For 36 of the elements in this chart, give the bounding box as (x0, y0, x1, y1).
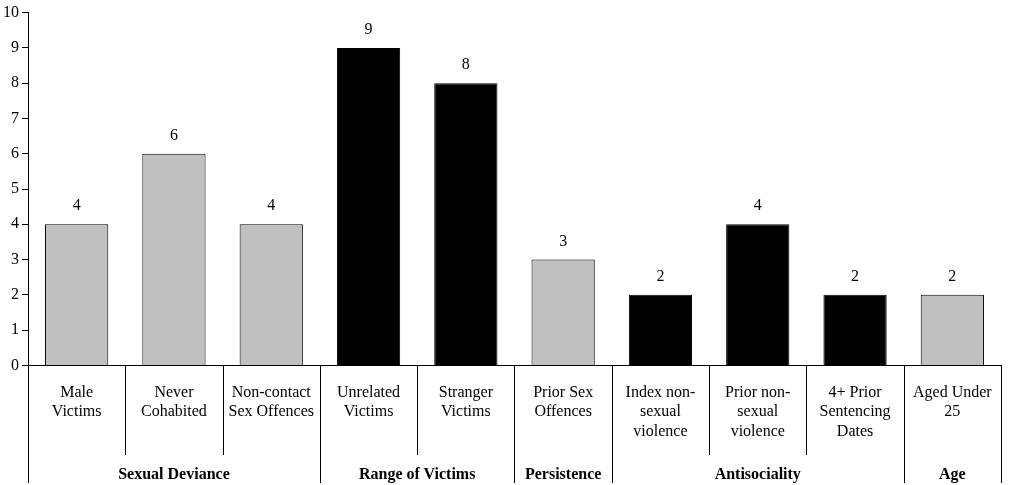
data-label: 4 (267, 196, 276, 214)
y-tick-label: 5 (11, 179, 19, 197)
y-tick-label: 4 (11, 214, 19, 232)
x-tick-label: 4+ Prior Sentencing Dates (819, 383, 891, 439)
y-tick-label: 9 (11, 38, 19, 56)
y-tick-label: 10 (3, 2, 19, 20)
data-label: 4 (753, 196, 762, 214)
y-tick-label: 6 (11, 143, 19, 161)
x-tick-label: Male Victims (51, 383, 102, 420)
text: Persistence (524, 465, 602, 482)
x-tick-label: Stranger Victims (438, 383, 494, 420)
y-tick-label: 1 (11, 320, 19, 338)
x-tick-label: Unrelated Victims (337, 383, 401, 420)
x-tick-label: Non-contact Sex Offences (228, 383, 314, 420)
text: Antisociality (714, 465, 801, 483)
data-label: 2 (656, 267, 665, 285)
x-tick-label: Prior non-sexual violence (725, 383, 791, 439)
text: Age (939, 465, 966, 483)
data-label: 8 (461, 55, 470, 73)
data-label: 4 (72, 196, 81, 214)
y-tick-label: 8 (11, 73, 19, 91)
y-tick-label: 7 (11, 108, 19, 126)
x-tick-label: Index non-sexual violence (625, 383, 696, 439)
text: Range of Victims (358, 465, 476, 483)
x-tick-label: Prior Sex Offences (533, 383, 594, 420)
text: Sexual Deviance (118, 465, 230, 482)
data-label: 9 (364, 20, 373, 38)
y-tick-label: 0 (11, 355, 19, 373)
data-label: 6 (169, 125, 178, 143)
x-tick-label: Never Cohabited (141, 383, 207, 420)
x-tick-label: Aged Under 25 (913, 383, 993, 420)
y-tick-label: 2 (11, 285, 19, 303)
data-label: 3 (559, 231, 568, 249)
data-label: 2 (851, 267, 860, 285)
data-label: 2 (948, 267, 957, 285)
y-tick-label: 3 (11, 249, 19, 267)
